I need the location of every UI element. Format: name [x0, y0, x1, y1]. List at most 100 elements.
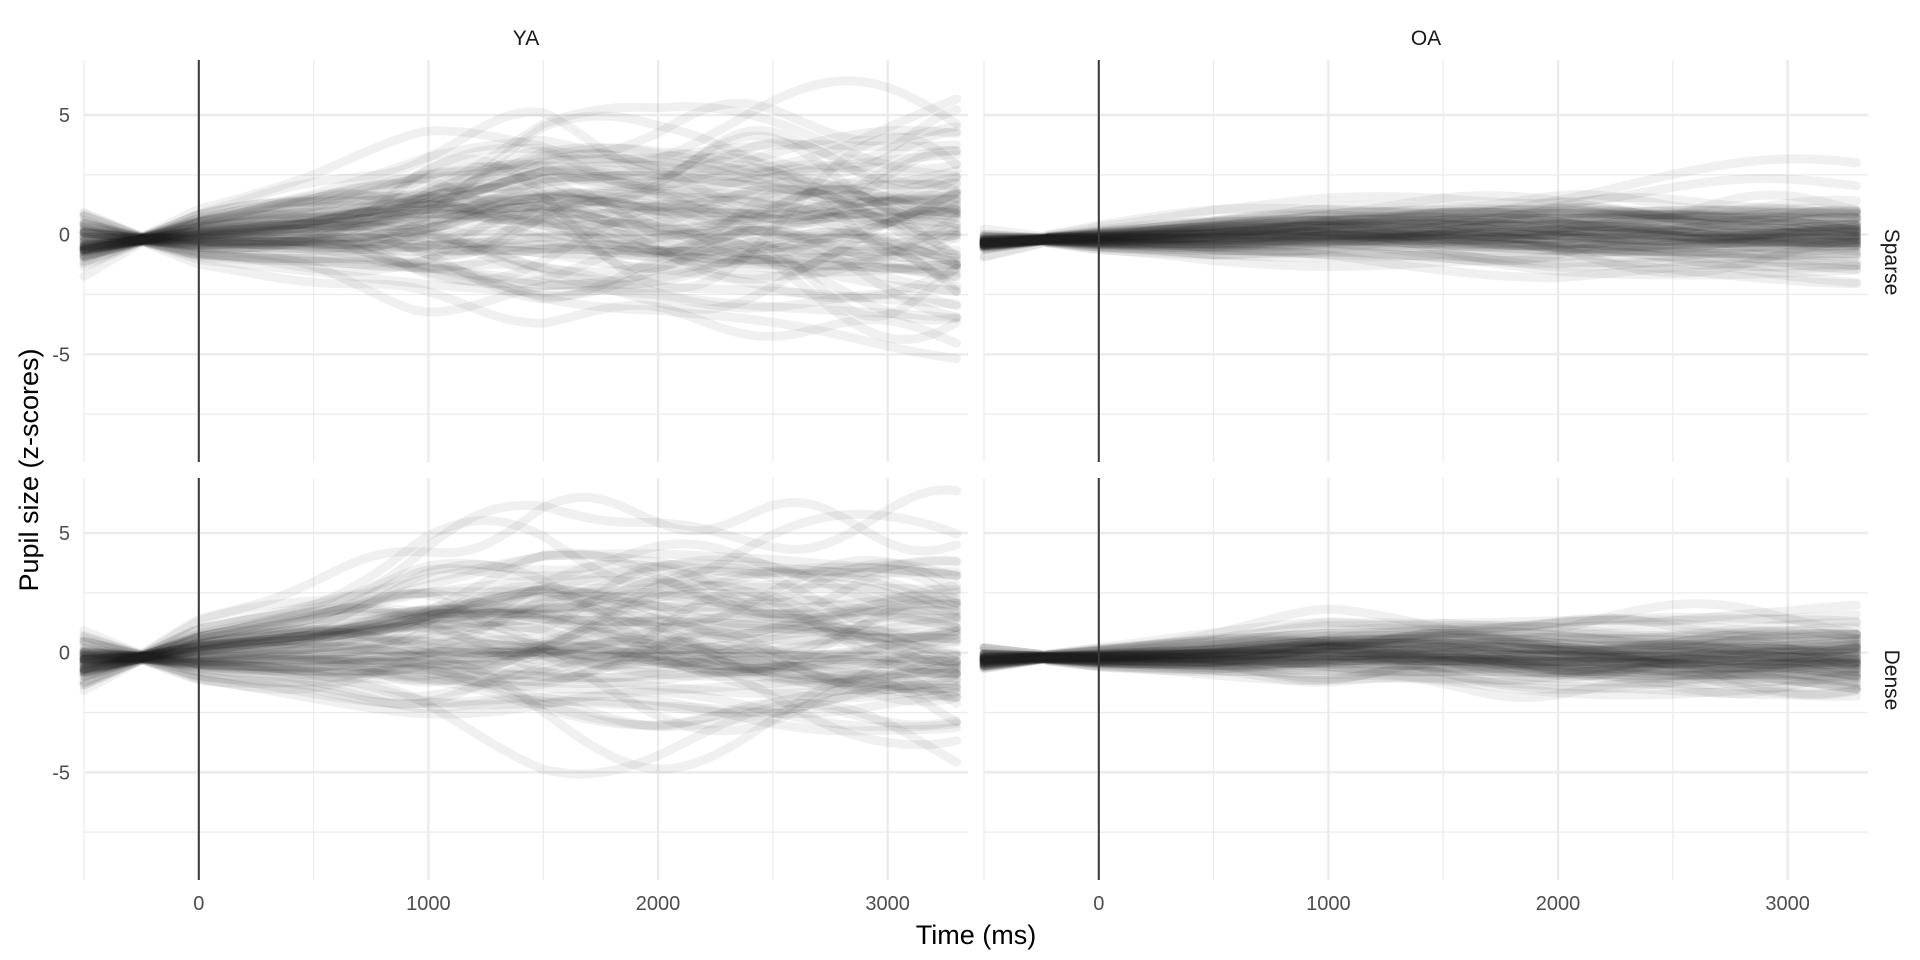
trace-line: [979, 205, 1861, 249]
trace-line: [979, 633, 1861, 661]
trace-line: [79, 652, 961, 718]
trace-line: [979, 628, 1861, 663]
strip-label-ya: YA: [513, 27, 539, 50]
trace-line: [979, 227, 1861, 249]
trace-line: [79, 589, 961, 668]
trace-line: [79, 102, 961, 243]
trace-line: [79, 185, 961, 262]
trace-line: [79, 190, 961, 250]
trace-line: [79, 566, 961, 664]
trace-line: [79, 184, 961, 261]
trace-line: [79, 203, 961, 259]
trace-line: [979, 229, 1861, 253]
trace-line: [79, 200, 961, 258]
trace-line: [79, 558, 961, 688]
trace-line: [979, 642, 1861, 670]
trace-line: [79, 236, 961, 297]
trace-line: [79, 153, 961, 243]
trace-line: [79, 143, 961, 272]
y-tick-label: 0: [59, 643, 70, 665]
trace-line: [79, 608, 961, 678]
trace-line: [79, 189, 961, 244]
trace-line: [79, 640, 961, 693]
trace-line: [79, 636, 961, 687]
x-tick-label: 0: [1093, 893, 1104, 915]
trace-line: [79, 653, 961, 691]
trace-line: [979, 638, 1861, 667]
panel-ya-sparse: 5 0 -5: [52, 60, 968, 462]
trace-line: [979, 655, 1861, 690]
trace-line: [979, 648, 1861, 681]
trace-line: [979, 637, 1861, 671]
trace-line: [979, 205, 1861, 246]
trace-line: [79, 640, 961, 736]
trace-line: [79, 615, 961, 679]
trace-line: [79, 592, 961, 664]
trace-line: [979, 652, 1861, 702]
trace-line: [979, 639, 1861, 664]
trace-line: [79, 207, 961, 254]
trace-line: [79, 215, 961, 313]
trace-line: [79, 608, 961, 674]
trace-line: [79, 185, 961, 254]
trace-line: [79, 76, 961, 254]
trace-line: [79, 160, 961, 257]
trace-line: [979, 209, 1861, 252]
trace-line: [979, 616, 1861, 662]
trace-line: [979, 223, 1861, 250]
trace-line: [79, 555, 961, 678]
trace-line: [979, 638, 1861, 667]
trace-line: [979, 224, 1861, 251]
x-tick-label: 0: [193, 893, 204, 915]
trace-line: [79, 645, 961, 690]
trace-line: [979, 652, 1861, 699]
trace-line: [979, 654, 1861, 701]
trace-line: [979, 231, 1861, 262]
trace-line: [979, 213, 1861, 248]
trace-line: [79, 232, 961, 282]
trace-line: [79, 636, 961, 695]
trace-line: [979, 214, 1861, 249]
trace-line: [979, 220, 1861, 247]
trace-line: [79, 132, 961, 293]
trace-line: [79, 581, 961, 679]
trace-line: [79, 98, 961, 243]
trace-line: [979, 610, 1861, 663]
trace-line: [979, 219, 1861, 245]
trace-line: [79, 626, 961, 695]
trace-line: [79, 236, 961, 317]
trace-line: [979, 234, 1861, 255]
trace-line: [79, 618, 961, 687]
trace-line: [79, 208, 961, 322]
trace-line: [979, 649, 1861, 695]
trace-line: [79, 646, 961, 697]
trace-line: [79, 548, 961, 662]
trace-line: [979, 638, 1861, 668]
trace-line: [979, 643, 1861, 690]
trace-line: [979, 644, 1861, 700]
trace-line: [79, 197, 961, 262]
trace-line: [979, 636, 1861, 664]
trace-line: [979, 219, 1861, 254]
trace-line: [979, 192, 1861, 252]
trace-line: [979, 630, 1861, 666]
trace-line: [79, 587, 961, 679]
trace-line: [979, 638, 1861, 666]
strip-label-sparse: Sparse: [1880, 229, 1903, 296]
trace-line: [79, 194, 961, 281]
trace-line: [79, 634, 961, 685]
trace-line: [979, 636, 1861, 679]
trace-line: [79, 647, 961, 702]
trace-line: [79, 191, 961, 272]
trace-line: [979, 215, 1861, 245]
trace-line: [979, 654, 1861, 681]
y-axis-title: Pupil size (z-scores): [14, 348, 44, 591]
trace-line: [979, 642, 1861, 694]
trace-line: [979, 634, 1861, 668]
trace-line: [79, 640, 961, 703]
trace-line: [79, 652, 961, 732]
trace-line: [79, 131, 961, 263]
trace-line: [79, 652, 961, 699]
trace-line: [979, 600, 1861, 661]
trace-line: [979, 626, 1861, 661]
